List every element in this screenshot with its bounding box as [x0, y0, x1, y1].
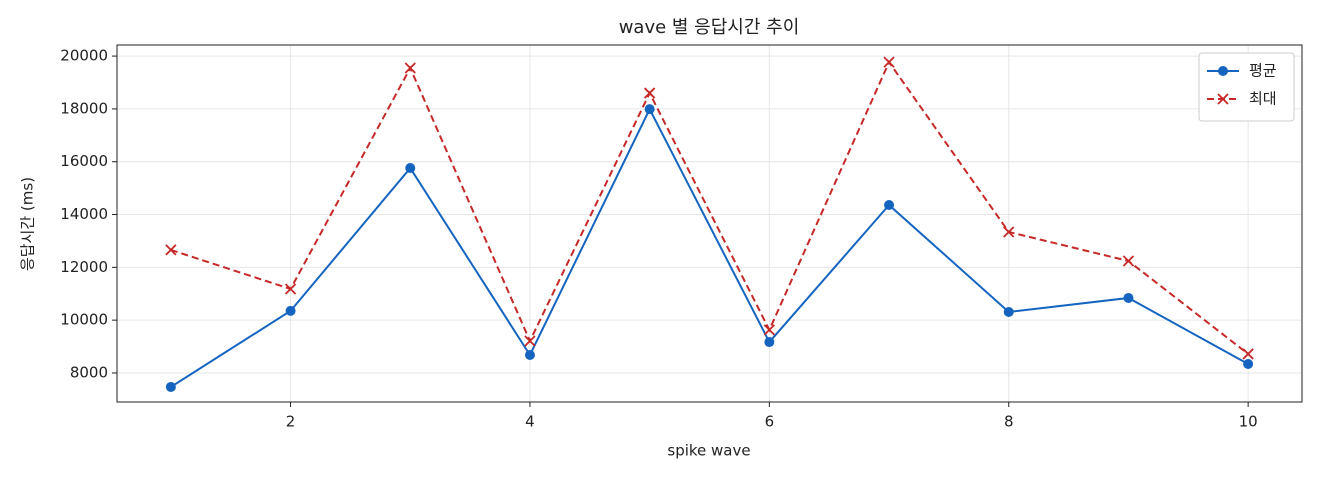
y-tick-label: 8000 [70, 363, 108, 381]
marker [1122, 255, 1135, 267]
marker [524, 335, 536, 347]
line-series [170, 60, 1249, 355]
marker [1218, 66, 1228, 76]
marker [524, 349, 535, 360]
y-axis-label: 응답시간 (ms) [19, 177, 37, 271]
marker [285, 305, 296, 316]
x-tick-label: 6 [765, 413, 775, 431]
x-tick-label: 4 [525, 413, 535, 431]
marker [1003, 306, 1014, 317]
marker [764, 337, 775, 348]
marker [404, 62, 416, 74]
marker [405, 163, 416, 174]
marker [1242, 348, 1254, 360]
x-tick-label: 8 [1004, 413, 1014, 431]
marker [1217, 93, 1229, 105]
y-tick-label: 12000 [60, 258, 108, 276]
y-tick-label: 10000 [60, 311, 108, 329]
marker [763, 324, 775, 336]
line-series [170, 106, 1249, 388]
y-tick-label: 18000 [60, 99, 108, 117]
marker [644, 87, 656, 99]
x-tick-label: 2 [286, 413, 296, 431]
x-tick-label: 10 [1239, 413, 1258, 431]
marker [284, 283, 297, 295]
plot-frame [116, 44, 1303, 403]
y-tick-label: 20000 [60, 47, 108, 65]
marker [1003, 226, 1015, 238]
marker [165, 244, 177, 256]
marker [1123, 292, 1134, 303]
marker [1243, 358, 1254, 369]
marker [165, 381, 176, 392]
marker [644, 104, 655, 115]
legend-label: 평균 [1249, 62, 1277, 80]
x-axis-label: spike wave [667, 442, 750, 460]
y-tick-label: 16000 [60, 152, 108, 170]
legend-frame [1198, 52, 1295, 122]
chart-title: wave 별 응답시간 추이 [619, 17, 800, 38]
marker [884, 200, 895, 211]
y-tick-label: 14000 [60, 205, 108, 223]
legend-label: 최대 [1249, 90, 1277, 108]
marker [883, 56, 895, 68]
